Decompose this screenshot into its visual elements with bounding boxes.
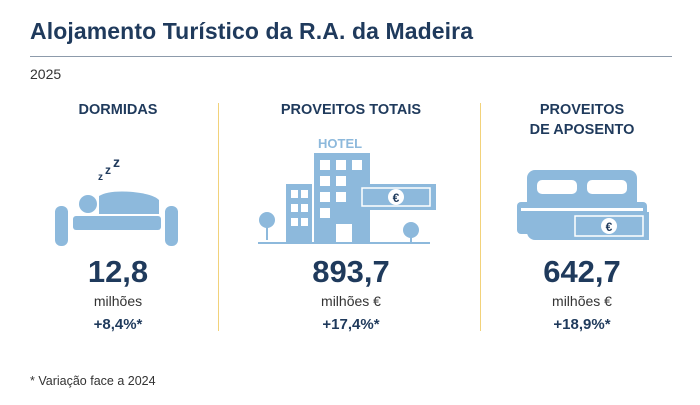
- proveitos-aposento-value: 642,7: [543, 254, 621, 289]
- proveitos-aposento-unit: milhões €: [552, 293, 612, 309]
- bed-icon: €: [477, 134, 687, 254]
- title-divider: [30, 56, 672, 57]
- proveitos-totais-value: 893,7: [312, 254, 390, 289]
- year-label: 2025: [30, 66, 62, 82]
- column-separator: [480, 103, 481, 331]
- proveitos-aposento-panel: PROVEITOS DE APOSENTO € 642,7 milhões € …: [477, 100, 687, 333]
- svg-text:z: z: [98, 172, 103, 183]
- svg-text:z: z: [113, 154, 120, 170]
- proveitos-totais-panel: PROVEITOS TOTAIS HOTEL: [246, 100, 456, 333]
- sleeping-person-icon: z z z: [13, 134, 223, 254]
- footnote: * Variação face a 2024: [30, 374, 156, 388]
- dormidas-variation: +8,4%*: [93, 316, 143, 333]
- dormidas-unit: milhões: [93, 293, 143, 309]
- column-separator: [218, 103, 219, 331]
- proveitos-aposento-variation: +18,9%*: [553, 316, 611, 333]
- dormidas-value: 12,8: [87, 254, 149, 289]
- dormidas-heading: DORMIDAS: [78, 102, 158, 118]
- hotel-sign-label: HOTEL: [318, 136, 362, 151]
- dormidas-panel: DORMIDAS z z z 12,8 milhões +8,4%*: [13, 100, 223, 333]
- svg-text:€: €: [606, 220, 613, 234]
- proveitos-aposento-heading: PROVEITOS DE APOSENTO: [477, 100, 687, 144]
- page-title: Alojamento Turístico da R.A. da Madeira: [30, 18, 474, 44]
- svg-text:z: z: [105, 163, 111, 177]
- proveitos-aposento-heading-line2: DE APOSENTO: [529, 122, 635, 138]
- proveitos-totais-heading: PROVEITOS TOTAIS: [280, 102, 422, 118]
- proveitos-totais-variation: +17,4%*: [322, 316, 380, 333]
- svg-text:€: €: [393, 191, 400, 205]
- proveitos-aposento-heading-line1: PROVEITOS: [539, 102, 625, 118]
- hotel-icon: HOTEL: [246, 134, 456, 254]
- proveitos-totais-unit: milhões €: [321, 293, 381, 309]
